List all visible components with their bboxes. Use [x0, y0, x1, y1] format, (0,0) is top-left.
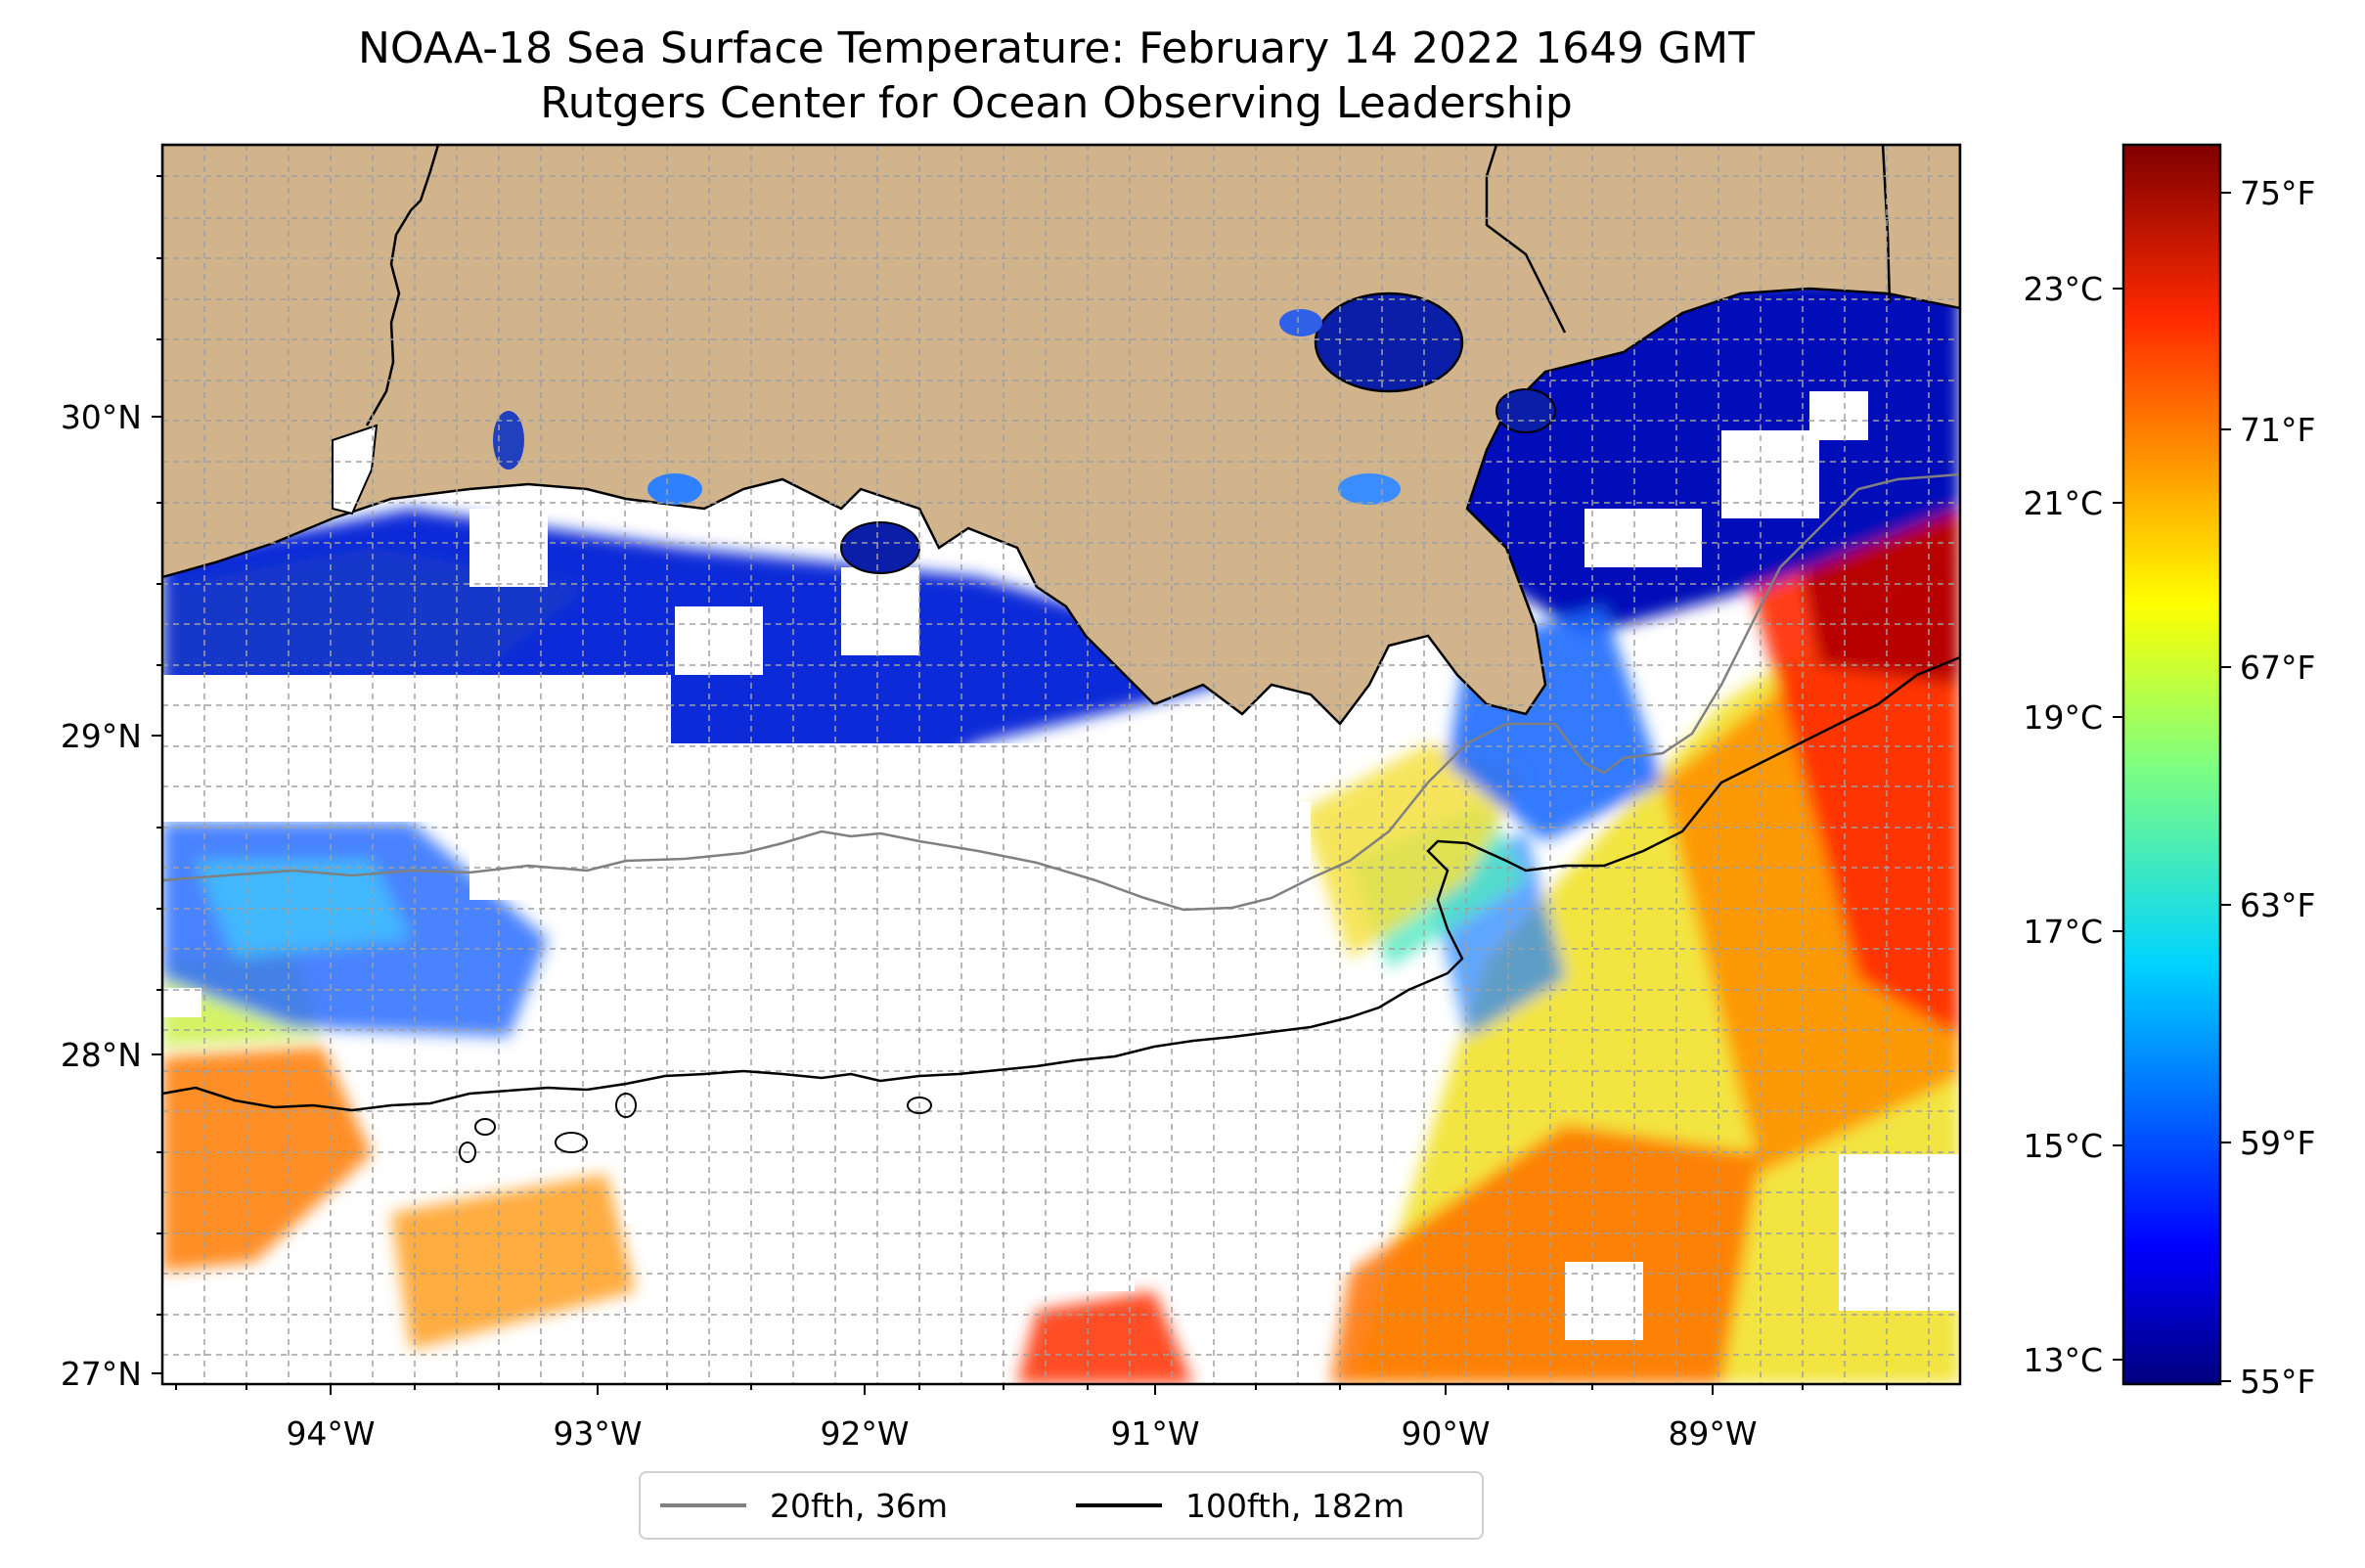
land	[162, 145, 1960, 726]
lake-borgne	[1495, 388, 1556, 433]
map-panel	[162, 145, 1960, 1384]
legend-item-20fth: 20fth, 36m	[660, 1473, 948, 1538]
cloud-mask	[162, 391, 1960, 1379]
latitude-ticks	[152, 175, 162, 1374]
lat-tick-label: 27°N	[61, 1355, 142, 1393]
colorbar-celsius-label: 23°C	[2023, 270, 2103, 308]
colorbar-celsius-label: 17°C	[2023, 913, 2103, 951]
colorbar-fahrenheit-label: 55°F	[2240, 1363, 2315, 1401]
inland-lake	[1338, 473, 1401, 505]
legend-item-100fth: 100fth, 182m	[1076, 1473, 1405, 1538]
lon-tick-label: 93°W	[553, 1414, 642, 1453]
lon-tick-label: 90°W	[1401, 1414, 1490, 1453]
longitude-ticks	[175, 1384, 1888, 1395]
gridlines	[162, 145, 1960, 1384]
lat-tick-label: 30°N	[61, 398, 142, 436]
colorbar-fahrenheit-label: 59°F	[2240, 1124, 2315, 1162]
isobath-20fth	[162, 472, 1960, 912]
state-border-la-ms	[1485, 145, 1567, 334]
sabine-lake	[332, 424, 379, 515]
lon-tick-label: 89°W	[1668, 1414, 1757, 1453]
chart-subtitle: Rutgers Center for Ocean Observing Leade…	[540, 78, 1573, 128]
colorbar-celsius-label: 19°C	[2023, 698, 2103, 737]
chart-title: NOAA-18 Sea Surface Temperature: Februar…	[358, 23, 1755, 73]
state-border-tx-la	[365, 145, 440, 426]
legend: 20fth, 36m 100fth, 182m	[639, 1471, 1484, 1540]
state-border-ms-al	[1881, 145, 1892, 304]
inland-lake	[647, 473, 702, 505]
legend-swatch-gray	[660, 1503, 746, 1507]
colorbar-celsius-label: 21°C	[2023, 484, 2103, 522]
colorbar-celsius-label: 15°C	[2023, 1127, 2103, 1165]
colorbar-celsius-label: 13°C	[2023, 1341, 2103, 1379]
bank-outline	[459, 1142, 476, 1163]
lake-pontchartrain	[1314, 291, 1464, 393]
legend-swatch-black	[1076, 1503, 1162, 1507]
legend-label: 100fth, 182m	[1185, 1486, 1405, 1525]
colorbar-fahrenheit-label: 71°F	[2240, 411, 2315, 449]
colorbar-fahrenheit-label: 75°F	[2240, 174, 2315, 212]
bank-outline	[474, 1118, 496, 1136]
lat-tick-label: 29°N	[61, 717, 142, 755]
colorbar	[2121, 143, 2222, 1386]
colorbar-ticks	[2113, 192, 2231, 1382]
lon-tick-label: 92°W	[820, 1414, 909, 1453]
bank-outline	[555, 1132, 588, 1153]
lon-tick-label: 91°W	[1110, 1414, 1199, 1453]
lake-maurepas	[1279, 309, 1322, 336]
inland-lake	[493, 411, 524, 470]
lon-tick-label: 94°W	[286, 1414, 375, 1453]
map-frame	[160, 143, 1962, 1386]
colorbar-fahrenheit-label: 67°F	[2240, 649, 2315, 687]
lat-tick-label: 28°N	[61, 1036, 142, 1074]
colorbar-fahrenheit-label: 63°F	[2240, 886, 2315, 924]
sst-field	[162, 274, 1960, 1384]
isobath-100fth	[162, 655, 1960, 1112]
legend-label: 20fth, 36m	[770, 1486, 948, 1525]
bank-outline	[907, 1097, 932, 1114]
bank-outline	[615, 1093, 637, 1118]
inland-lake	[840, 521, 920, 574]
